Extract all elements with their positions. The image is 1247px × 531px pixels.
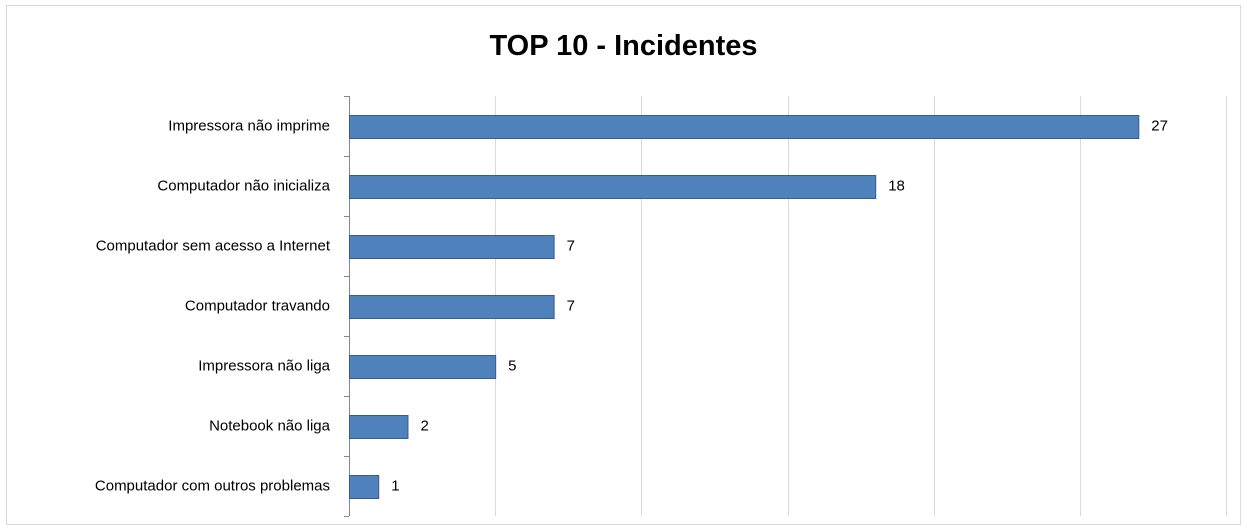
bar — [349, 115, 1140, 139]
category-label: Notebook não liga — [209, 418, 331, 435]
chart-title: TOP 10 - Incidentes — [489, 30, 758, 62]
category-label: Impressora não imprime — [168, 118, 330, 135]
category-label: Computador não inicializa — [157, 178, 330, 195]
bar — [349, 355, 497, 379]
bar — [349, 415, 409, 439]
bar — [349, 175, 877, 199]
bar — [349, 475, 380, 499]
chart-frame: TOP 10 - Incidentes — [6, 5, 1241, 525]
data-label: 2 — [420, 418, 428, 435]
data-label: 7 — [567, 238, 575, 255]
category-label: Computador com outros problemas — [95, 478, 330, 495]
data-label: 7 — [567, 298, 575, 315]
category-axis — [344, 96, 350, 517]
data-label: 1 — [391, 478, 399, 495]
bar — [349, 295, 555, 319]
data-label: 27 — [1151, 118, 1168, 135]
data-label: 18 — [888, 178, 905, 195]
bars — [349, 115, 1140, 499]
data-label: 5 — [508, 358, 516, 375]
gridlines — [495, 96, 1227, 516]
category-label: Impressora não liga — [198, 358, 330, 375]
category-label: Computador sem acesso a Internet — [96, 238, 331, 255]
category-label: Computador travando — [185, 298, 330, 315]
bar — [349, 235, 555, 259]
